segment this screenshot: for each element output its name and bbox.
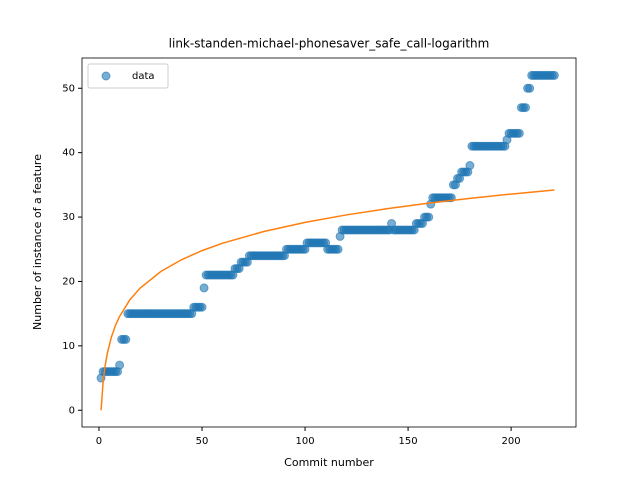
data-point <box>333 244 343 254</box>
data-point <box>525 83 535 93</box>
data-point <box>514 128 524 138</box>
data-point <box>465 161 475 171</box>
legend-box <box>87 63 169 89</box>
data-point <box>121 334 131 344</box>
x-tick-label: 0 <box>96 436 102 447</box>
x-tick-label: 50 <box>196 436 209 447</box>
y-tick-label: 10 <box>62 341 75 352</box>
x-tick-label: 100 <box>296 436 315 447</box>
y-tick-label: 20 <box>62 276 75 287</box>
y-tick-label: 40 <box>62 148 75 159</box>
data-point <box>521 103 531 113</box>
y-axis-label: Number of instance of a feature <box>31 154 44 330</box>
plot-area <box>96 70 559 411</box>
data-point <box>549 70 559 80</box>
legend-marker <box>101 71 111 81</box>
y-tick-label: 0 <box>69 405 75 416</box>
chart-title: link-standen-michael-phonesaver_safe_cal… <box>169 37 490 51</box>
x-tick-label: 200 <box>502 436 521 447</box>
data-point <box>424 212 434 222</box>
x-axis-label: Commit number <box>284 456 374 469</box>
axes-frame <box>81 57 577 428</box>
data-point <box>199 283 209 293</box>
x-tick-label: 150 <box>399 436 418 447</box>
y-tick-label: 50 <box>62 83 75 94</box>
legend-label: data <box>132 71 155 82</box>
data-point <box>197 302 207 312</box>
y-tick-label: 30 <box>62 212 75 223</box>
fit-line <box>100 189 555 411</box>
data-point <box>115 360 125 370</box>
